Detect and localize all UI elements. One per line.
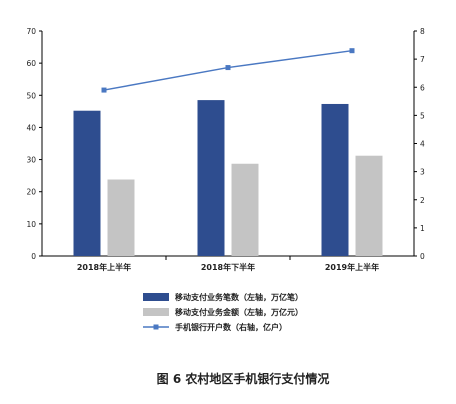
y-tick-label-left: 30: [26, 156, 36, 165]
legend-label: 移动支付业务笔数（左轴，万亿笔）: [175, 292, 303, 302]
series-line: [103, 49, 353, 91]
bar: [355, 155, 383, 256]
y-tick-label-left: 50: [26, 91, 36, 100]
series-point: [225, 65, 231, 71]
y-tick-label-left: 20: [26, 188, 36, 197]
y-tick-label-right: 0: [420, 252, 425, 261]
y-tick-label-right: 7: [420, 55, 425, 64]
y-tick-label-right: 8: [420, 27, 425, 36]
y-tick-label-left: 0: [31, 252, 36, 261]
legend: 移动支付业务笔数（左轴，万亿笔） 移动支付业务金额（左轴，万亿元） 手机银行开户数（…: [143, 292, 303, 332]
axes: 0 10 20 30 40 50 60 70 0 1 2 3 4 5 6 7 8 2018年上半年 2018年下半年…: [26, 27, 425, 272]
bars: [73, 100, 383, 256]
x-tick-label: 2018年上半年: [77, 262, 131, 272]
legend-label: 移动支付业务金额（左轴，万亿元）: [175, 307, 303, 317]
y-tick-label-right: 5: [420, 111, 425, 120]
y-tick-label-right: 2: [420, 196, 425, 205]
bar: [231, 163, 259, 256]
bar: [107, 179, 135, 256]
bar: [321, 103, 349, 256]
chart-title: 图 6 农村地区手机银行支付情况: [157, 371, 330, 386]
y-tick-label-left: 10: [26, 220, 36, 229]
y-tick-label-right: 4: [420, 140, 425, 149]
series-point: [101, 87, 107, 93]
x-tick-label: 2019年上半年: [325, 262, 379, 272]
y-tick-label-right: 1: [420, 224, 425, 233]
y-tick-label-right: 3: [420, 168, 425, 177]
legend-swatch: [143, 293, 169, 301]
bar: [73, 110, 101, 256]
bar: [197, 100, 225, 256]
x-tick-label: 2018年下半年: [201, 262, 255, 272]
y-tick-label-left: 40: [26, 123, 36, 132]
legend-swatch-marker: [153, 324, 159, 330]
y-tick-label-left: 70: [26, 27, 36, 36]
legend-label: 手机银行开户数（右轴，亿户）: [175, 322, 287, 332]
y-tick-label-left: 60: [26, 59, 36, 68]
y-tick-label-right: 6: [420, 83, 425, 92]
line-series: [101, 48, 355, 93]
series-point: [349, 48, 355, 54]
legend-swatch: [143, 308, 169, 316]
